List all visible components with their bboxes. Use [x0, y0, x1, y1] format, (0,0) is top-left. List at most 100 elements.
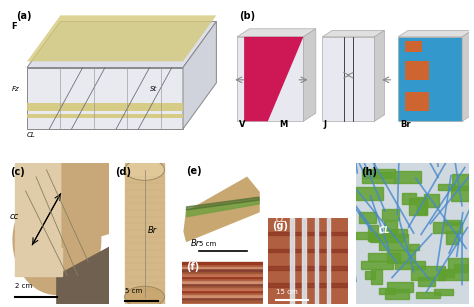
- Polygon shape: [322, 37, 374, 121]
- Polygon shape: [182, 295, 263, 297]
- Polygon shape: [182, 276, 263, 278]
- Text: CL: CL: [378, 226, 390, 235]
- Polygon shape: [385, 289, 409, 299]
- Text: V: V: [239, 120, 246, 130]
- Text: (g): (g): [272, 220, 288, 231]
- Polygon shape: [411, 266, 445, 280]
- Polygon shape: [182, 271, 263, 273]
- Polygon shape: [27, 103, 183, 111]
- Polygon shape: [183, 21, 216, 129]
- Polygon shape: [372, 269, 382, 284]
- Polygon shape: [451, 186, 474, 201]
- Polygon shape: [394, 171, 421, 183]
- Polygon shape: [384, 220, 397, 235]
- Polygon shape: [356, 187, 383, 200]
- Polygon shape: [438, 185, 455, 190]
- Polygon shape: [359, 212, 376, 223]
- Polygon shape: [363, 172, 392, 178]
- Polygon shape: [182, 266, 263, 268]
- Polygon shape: [182, 283, 263, 285]
- Polygon shape: [57, 247, 109, 304]
- Polygon shape: [462, 30, 472, 121]
- Polygon shape: [441, 270, 455, 277]
- Polygon shape: [365, 271, 375, 279]
- Polygon shape: [13, 186, 100, 294]
- Polygon shape: [368, 225, 378, 241]
- Polygon shape: [182, 286, 263, 287]
- Text: Fz: Fz: [11, 86, 19, 91]
- Polygon shape: [237, 37, 303, 121]
- Polygon shape: [268, 249, 348, 252]
- Polygon shape: [398, 30, 472, 37]
- Text: St: St: [149, 86, 157, 91]
- Text: CL: CL: [27, 132, 36, 138]
- Text: Br: Br: [401, 120, 411, 130]
- Polygon shape: [182, 269, 263, 271]
- Polygon shape: [182, 293, 263, 294]
- Polygon shape: [379, 288, 395, 294]
- Text: (a): (a): [16, 11, 31, 21]
- Text: (b): (b): [239, 11, 255, 21]
- Polygon shape: [435, 289, 453, 294]
- Polygon shape: [438, 269, 469, 280]
- Polygon shape: [387, 250, 415, 262]
- Polygon shape: [182, 290, 263, 292]
- Text: (h): (h): [361, 167, 377, 177]
- Text: M: M: [280, 120, 288, 130]
- Polygon shape: [356, 163, 469, 304]
- Text: (f): (f): [186, 262, 200, 272]
- Text: 2 cm: 2 cm: [15, 283, 32, 290]
- Text: cc: cc: [10, 212, 19, 221]
- Polygon shape: [291, 218, 293, 304]
- Polygon shape: [362, 169, 395, 183]
- Text: Br: Br: [191, 239, 200, 248]
- Polygon shape: [302, 218, 306, 304]
- Polygon shape: [387, 229, 407, 237]
- Polygon shape: [182, 300, 263, 301]
- Polygon shape: [268, 283, 348, 287]
- Polygon shape: [368, 253, 401, 261]
- Polygon shape: [268, 218, 348, 304]
- Polygon shape: [444, 220, 461, 225]
- Polygon shape: [182, 278, 263, 280]
- Polygon shape: [27, 15, 216, 61]
- Polygon shape: [416, 292, 440, 298]
- Polygon shape: [382, 209, 399, 220]
- Polygon shape: [454, 264, 474, 272]
- Polygon shape: [182, 274, 263, 276]
- Polygon shape: [405, 61, 429, 80]
- Text: 5 cm: 5 cm: [199, 241, 216, 247]
- Polygon shape: [452, 174, 474, 190]
- Text: CL: CL: [276, 215, 286, 224]
- Polygon shape: [62, 163, 109, 247]
- Polygon shape: [244, 37, 303, 121]
- Polygon shape: [374, 30, 384, 121]
- Polygon shape: [402, 193, 416, 204]
- Polygon shape: [379, 235, 409, 250]
- Polygon shape: [27, 21, 216, 68]
- Text: F: F: [11, 22, 17, 31]
- Polygon shape: [424, 194, 439, 207]
- Polygon shape: [405, 92, 429, 111]
- Polygon shape: [186, 197, 259, 210]
- Polygon shape: [184, 177, 259, 241]
- Polygon shape: [125, 163, 164, 304]
- Polygon shape: [409, 198, 427, 215]
- Polygon shape: [182, 288, 263, 290]
- Text: (e): (e): [186, 166, 202, 176]
- Polygon shape: [182, 302, 263, 304]
- Polygon shape: [182, 262, 263, 264]
- Text: 15 cm: 15 cm: [276, 289, 298, 295]
- Polygon shape: [315, 218, 318, 304]
- Text: 5 cm: 5 cm: [125, 288, 142, 293]
- Polygon shape: [433, 222, 462, 233]
- Text: Br: Br: [148, 226, 157, 235]
- Polygon shape: [448, 258, 468, 272]
- Polygon shape: [237, 29, 316, 37]
- Polygon shape: [417, 197, 427, 214]
- Text: (d): (d): [115, 167, 131, 177]
- Polygon shape: [361, 261, 392, 269]
- Polygon shape: [15, 163, 62, 276]
- Polygon shape: [322, 30, 384, 37]
- Polygon shape: [27, 114, 183, 118]
